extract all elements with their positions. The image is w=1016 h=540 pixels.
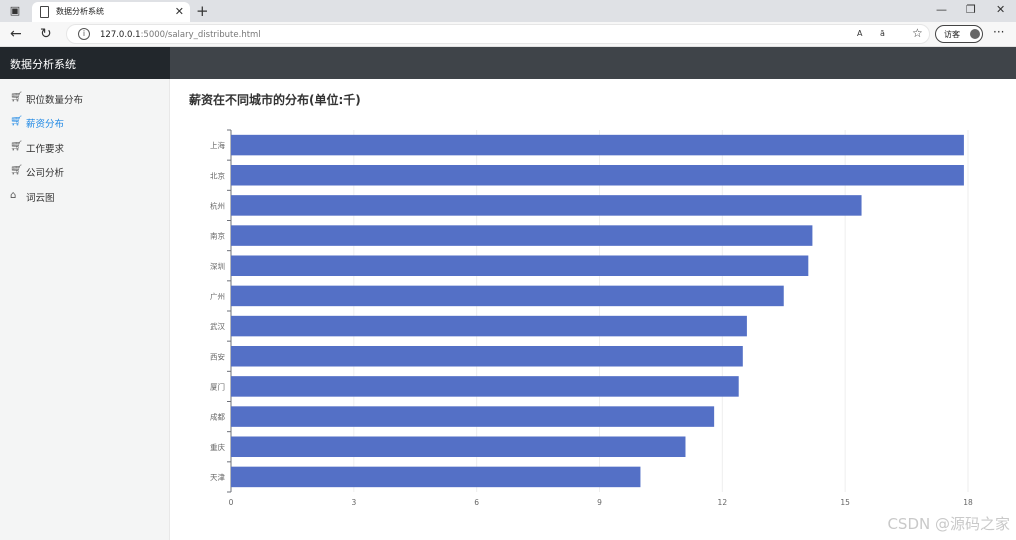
watermark: CSDN @源码之家: [887, 515, 1010, 533]
y-tick-label: 成都: [210, 412, 225, 422]
sidebar-item-label: 薪资分布: [26, 119, 65, 130]
site-info-icon[interactable]: i: [78, 28, 90, 40]
y-tick-label: 重庆: [210, 442, 225, 452]
sidebar-item-job-count[interactable]: 🛒︎ 职位数量分布: [0, 87, 170, 109]
browser-toolbar: ← ↻ i 127.0.0.1:5000/salary_distribute.h…: [0, 22, 1016, 47]
back-icon[interactable]: ←: [10, 26, 22, 42]
favorites-icon[interactable]: ☆: [912, 26, 923, 40]
y-tick-label: 杭州: [210, 200, 225, 210]
cart-icon: 🛒︎: [10, 165, 23, 176]
sidebar-item-wordcloud[interactable]: ⌂ 词云图: [0, 185, 170, 207]
main-content: 薪资在不同城市的分布(单位:千): [170, 79, 1016, 540]
y-tick-label: 厦门: [210, 382, 225, 391]
avatar-icon: [970, 29, 980, 39]
y-tick-label: 西安: [210, 351, 225, 361]
y-tick-label: 北京: [210, 170, 225, 180]
y-tick-label: 天津: [210, 473, 225, 482]
sidebar-item-job-requirements[interactable]: 🛒︎ 工作要求: [0, 136, 170, 158]
tab-actions-icon[interactable]: ▣: [9, 4, 21, 17]
x-tick-label: 3: [351, 498, 356, 507]
x-tick-label: 12: [718, 498, 728, 507]
sidebar-item-company[interactable]: 🛒︎ 公司分析: [0, 160, 170, 182]
bar: [231, 315, 747, 337]
profile-button[interactable]: 访客: [935, 25, 983, 43]
cart-icon: 🛒︎: [10, 92, 23, 103]
x-tick-label: 15: [840, 498, 850, 507]
immersive-reader-icon[interactable]: ā: [880, 29, 885, 38]
minimize-icon[interactable]: —: [936, 3, 947, 16]
address-bar[interactable]: i 127.0.0.1:5000/salary_distribute.html …: [66, 24, 930, 44]
sidebar: 🛒︎ 职位数量分布 🛒︎ 薪资分布 🛒︎ 工作要求 🛒︎ 公司分析 ⌂ 词云图: [0, 79, 170, 540]
bar: [231, 436, 686, 458]
y-tick-label: 武汉: [210, 321, 225, 331]
bar: [231, 406, 715, 427]
new-tab-icon[interactable]: +: [196, 2, 209, 20]
y-tick-label: 上海: [210, 140, 225, 150]
document-icon: [40, 6, 49, 18]
bar: [231, 376, 739, 397]
restore-icon[interactable]: ❐: [966, 3, 976, 16]
bar: [231, 164, 964, 186]
app-header-brand: 数据分析系统: [0, 47, 170, 79]
more-icon[interactable]: ···: [993, 25, 1005, 39]
read-aloud-icon[interactable]: A: [857, 29, 863, 38]
bar: [231, 195, 862, 216]
app-header-bar: [170, 47, 1016, 79]
url-text[interactable]: 127.0.0.1:5000/salary_distribute.html: [100, 30, 261, 40]
sidebar-item-label: 词云图: [26, 193, 55, 204]
y-tick-label: 南京: [210, 231, 225, 241]
x-tick-label: 0: [229, 498, 234, 507]
bar: [231, 225, 813, 246]
sidebar-item-label: 职位数量分布: [26, 95, 84, 106]
bar: [231, 255, 809, 277]
bar: [231, 134, 964, 156]
x-tick-label: 18: [963, 498, 973, 507]
window-close-icon[interactable]: ✕: [996, 3, 1006, 16]
bar: [231, 285, 784, 307]
refresh-icon[interactable]: ↻: [40, 26, 52, 42]
cart-icon: 🛒︎: [10, 141, 23, 152]
y-tick-label: 广州: [210, 291, 225, 301]
guest-label: 访客: [944, 30, 960, 39]
x-tick-label: 9: [597, 498, 602, 507]
sidebar-item-salary[interactable]: 🛒︎ 薪资分布: [0, 111, 170, 133]
chart-title: 薪资在不同城市的分布(单位:千): [189, 93, 361, 107]
bar: [231, 345, 743, 367]
sidebar-item-label: 工作要求: [26, 144, 65, 155]
y-tick-label: 深圳: [210, 261, 225, 271]
home-icon: ⌂: [10, 190, 17, 201]
browser-tab-bar: ▣ 数据分析系统 ✕ + — ❐ ✕: [0, 0, 1016, 22]
close-tab-icon[interactable]: ✕: [174, 5, 184, 18]
tab-title: 数据分析系统: [56, 7, 104, 16]
sidebar-item-label: 公司分析: [26, 168, 65, 179]
browser-tab[interactable]: 数据分析系统 ✕: [32, 2, 190, 22]
x-tick-label: 6: [474, 498, 479, 507]
brand-title: 数据分析系统: [10, 58, 76, 71]
bar: [231, 466, 641, 488]
cart-icon: 🛒︎: [10, 116, 23, 127]
